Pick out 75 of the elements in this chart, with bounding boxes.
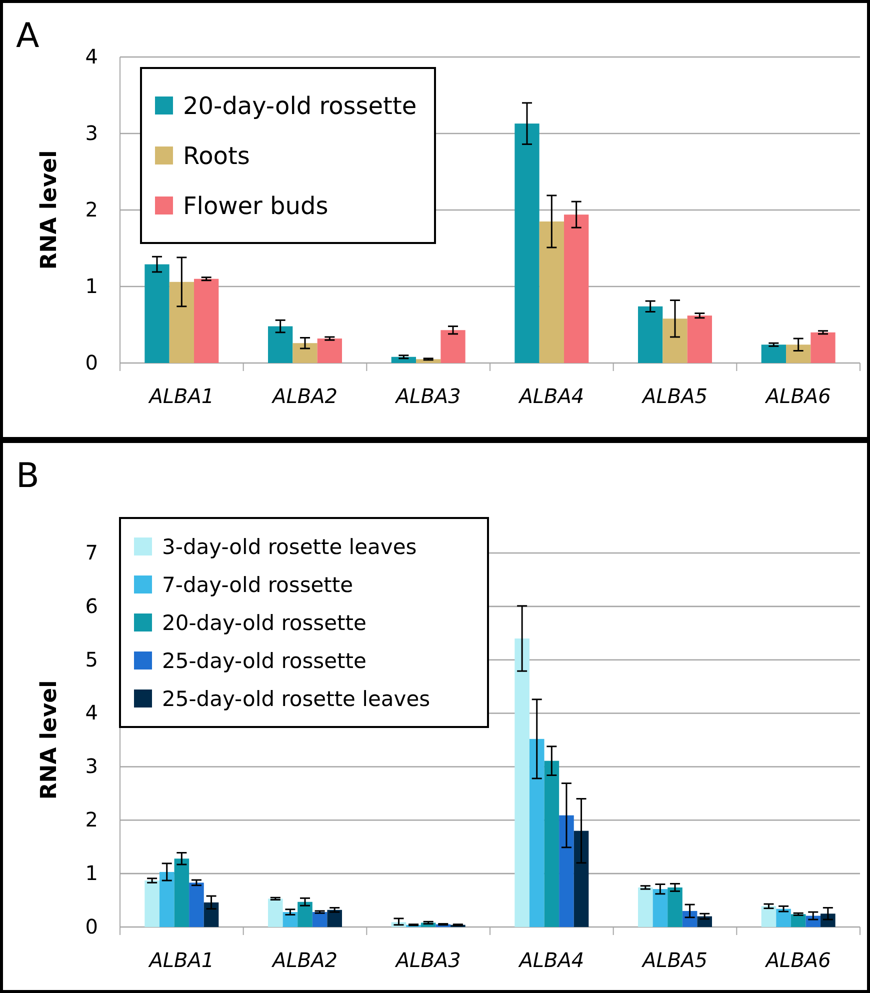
bar (298, 902, 312, 927)
y-tick-label: 1 (85, 274, 98, 298)
x-tick-label: ALBA5 (640, 948, 708, 972)
y-tick-label: 4 (85, 700, 98, 725)
bar (268, 898, 283, 927)
bar (268, 326, 293, 363)
bar (317, 338, 342, 363)
legend-label: Roots (183, 142, 250, 170)
y-tick-label: 0 (85, 350, 98, 374)
bar (544, 760, 560, 927)
x-tick-label: ALBA1 (147, 948, 214, 972)
bar (652, 889, 668, 927)
bar (539, 221, 564, 363)
chart-title: B (16, 456, 40, 496)
x-tick-label: ALBA6 (764, 384, 831, 408)
y-axis-title: RNA level (37, 150, 62, 270)
bar (662, 318, 688, 363)
x-tick-label: ALBA4 (517, 384, 584, 408)
bar (144, 880, 160, 927)
y-tick-label: 2 (85, 197, 98, 222)
y-tick-label: 3 (85, 120, 98, 145)
bar (790, 914, 806, 927)
x-tick-label: ALBA3 (394, 384, 461, 408)
bar (292, 343, 318, 363)
legend-label: Flower buds (183, 192, 328, 220)
bar (144, 264, 170, 363)
bar (564, 214, 589, 363)
bar (761, 906, 776, 927)
bar (786, 344, 811, 363)
bar (204, 902, 219, 927)
x-tick-label: ALBA2 (270, 948, 338, 972)
y-tick-label: 0 (85, 914, 98, 938)
bar (312, 912, 328, 927)
bar (638, 887, 653, 927)
bar (776, 908, 791, 927)
y-tick-label: 7 (85, 540, 98, 564)
y-tick-label: 6 (85, 594, 98, 618)
legend-label: 7-day-old rossette (162, 572, 354, 597)
bar (668, 887, 682, 927)
bar (189, 882, 204, 927)
y-axis-title: RNA level (37, 680, 62, 800)
y-tick-label: 1 (85, 860, 98, 885)
bar (440, 330, 466, 363)
bar (529, 738, 544, 927)
legend-label: 20-day-old rossette (162, 610, 366, 635)
bar (194, 278, 219, 363)
bar (282, 912, 298, 927)
bar (174, 858, 190, 927)
x-tick-label: ALBA4 (517, 948, 584, 972)
bar (682, 910, 698, 927)
bar (687, 316, 712, 363)
x-tick-label: ALBA3 (394, 948, 461, 972)
bar (638, 306, 663, 363)
x-tick-label: ALBA1 (147, 384, 214, 408)
chart-title: A (16, 16, 40, 56)
x-tick-label: ALBA5 (640, 384, 708, 408)
y-tick-label: 4 (85, 44, 98, 68)
x-tick-label: ALBA2 (270, 384, 338, 408)
y-tick-label: 2 (85, 808, 98, 832)
bar (327, 910, 342, 927)
bar (559, 815, 574, 927)
bar (159, 872, 174, 927)
legend-label: 20-day-old rossette (183, 92, 417, 120)
bar (810, 332, 836, 363)
bar (514, 124, 540, 363)
y-tick-label: 5 (85, 647, 98, 672)
bar (169, 282, 194, 363)
x-tick-label: ALBA6 (764, 948, 831, 972)
legend-label: 3-day-old rosette leaves (162, 534, 417, 559)
bar (761, 344, 786, 363)
bar (574, 830, 589, 927)
y-tick-label: 3 (85, 754, 98, 778)
legend-label: 25-day-old rosette leaves (162, 686, 430, 711)
legend-label: 25-day-old rossette (162, 648, 366, 673)
bar (514, 638, 530, 927)
